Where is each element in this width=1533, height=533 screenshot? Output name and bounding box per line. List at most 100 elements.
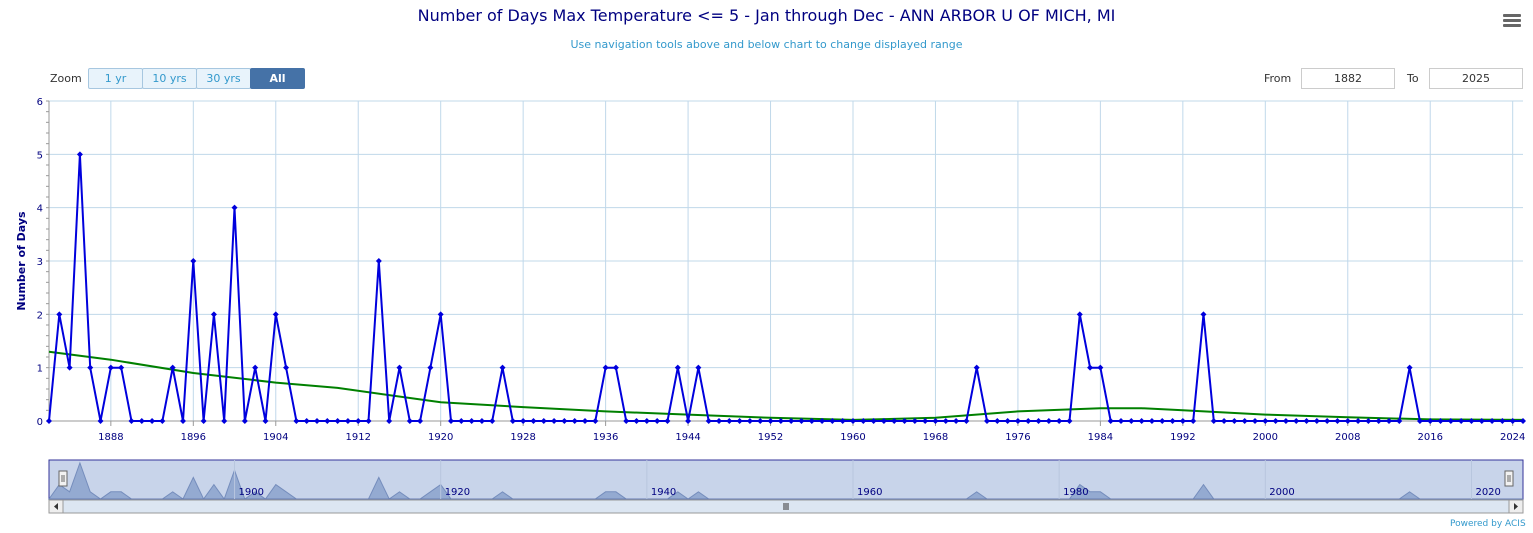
hamburger-menu-icon[interactable] <box>1503 14 1521 30</box>
navigator-range-mask <box>48 459 1524 500</box>
x-tick-label: 1936 <box>593 432 618 443</box>
data-point <box>1025 418 1032 424</box>
data-point <box>1396 418 1403 424</box>
data-point <box>355 418 362 424</box>
data-point <box>1056 418 1063 424</box>
data-point <box>324 418 331 424</box>
data-point <box>654 418 661 424</box>
data-point <box>1004 418 1011 424</box>
data-point <box>1344 418 1351 424</box>
data-point <box>685 418 692 424</box>
to-year-input[interactable] <box>1429 68 1523 89</box>
powered-by-credit[interactable]: Powered by ACIS <box>1450 519 1526 529</box>
data-point <box>1437 418 1444 424</box>
y-tick-label: 6 <box>37 97 43 108</box>
data-point <box>272 311 279 318</box>
data-point <box>97 418 104 424</box>
x-tick-label: 1992 <box>1170 432 1195 443</box>
zoom-1yr-button[interactable]: 1 yr <box>88 68 143 89</box>
data-point <box>314 418 320 424</box>
data-point <box>468 418 475 424</box>
data-point <box>716 418 722 424</box>
navigator-tick-label: 1940 <box>651 487 676 498</box>
scrollbar-thumb <box>62 499 1510 514</box>
data-point <box>365 418 372 424</box>
data-point <box>602 364 609 371</box>
data-point <box>1478 418 1485 424</box>
data-point <box>1159 418 1166 424</box>
data-point <box>1066 418 1073 424</box>
navigator-left-handle[interactable] <box>58 470 68 487</box>
x-tick-label: 1968 <box>923 432 948 443</box>
data-point <box>880 418 887 424</box>
data-point <box>46 418 52 424</box>
x-tick-label: 1976 <box>1005 432 1030 443</box>
data-point <box>107 364 114 371</box>
data-point <box>262 418 269 424</box>
zoom-10yrs-button[interactable]: 10 yrs <box>142 68 197 89</box>
x-tick-label: 1896 <box>181 432 206 443</box>
navigator-tick-label: 1960 <box>857 487 882 498</box>
data-point <box>344 418 351 424</box>
data-point <box>561 418 568 424</box>
data-point <box>551 418 558 424</box>
data-point <box>180 418 186 424</box>
data-point <box>1458 418 1465 424</box>
data-point <box>963 418 970 424</box>
data-point <box>76 151 83 158</box>
zoom-label: Zoom <box>50 72 82 85</box>
data-point <box>1169 418 1176 424</box>
x-tick-label: 1960 <box>840 432 865 443</box>
data-point <box>1375 418 1382 424</box>
data-point <box>1303 418 1310 424</box>
y-tick-label: 0 <box>37 417 43 428</box>
data-point <box>210 311 217 318</box>
data-point <box>448 418 454 424</box>
data-point <box>138 418 145 424</box>
data-point <box>200 418 207 424</box>
navigator-tick-label: 1920 <box>445 487 470 498</box>
data-point <box>1045 418 1052 424</box>
data-point <box>169 364 176 371</box>
data-point <box>231 204 238 211</box>
data-point <box>1272 418 1279 424</box>
data-point <box>149 418 156 424</box>
x-tick-label: 1952 <box>758 432 783 443</box>
navigator-right-handle[interactable] <box>1504 470 1514 487</box>
data-point <box>1200 311 1207 318</box>
navigator-tick-label: 2000 <box>1269 487 1294 498</box>
to-label: To <box>1407 72 1419 85</box>
y-tick-label: 5 <box>37 150 43 161</box>
data-point <box>478 418 485 424</box>
x-tick-label: 2016 <box>1418 432 1443 443</box>
from-year-input[interactable] <box>1301 68 1395 89</box>
data-point <box>221 418 228 424</box>
navigator-scrollbar[interactable] <box>48 499 1524 514</box>
data-point <box>1355 418 1362 424</box>
data-point <box>746 418 753 424</box>
data-point <box>623 418 630 424</box>
y-axis-title: Number of Days <box>15 211 28 311</box>
data-point <box>808 418 815 424</box>
data-point <box>891 418 898 424</box>
data-point <box>932 418 939 424</box>
navigator-tick-label: 1980 <box>1063 487 1088 498</box>
data-point <box>798 418 805 424</box>
x-tick-label: 1904 <box>263 432 288 443</box>
data-point <box>1097 364 1104 371</box>
data-point <box>705 418 712 424</box>
data-point <box>1365 418 1372 424</box>
x-tick-label: 1912 <box>346 432 371 443</box>
data-point <box>1282 418 1289 424</box>
navigator-series-area <box>48 461 1523 501</box>
data-point <box>1334 418 1341 424</box>
data-point <box>829 418 836 424</box>
data-point <box>303 418 310 424</box>
data-point <box>520 418 527 424</box>
data-point <box>1468 418 1475 424</box>
zoom-30yrs-button[interactable]: 30 yrs <box>196 68 251 89</box>
zoom-all-button[interactable]: All <box>250 68 305 89</box>
data-point <box>427 364 434 371</box>
x-tick-label: 1928 <box>510 432 535 443</box>
data-point <box>850 418 856 424</box>
